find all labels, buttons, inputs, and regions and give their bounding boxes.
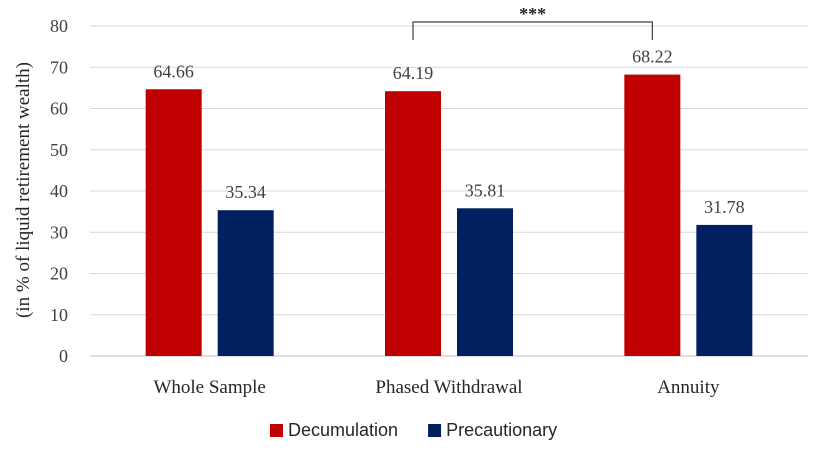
legend-label: Precautionary [446, 420, 557, 440]
y-tick-label: 0 [59, 346, 68, 366]
y-axis-ticks: 0 10 20 30 40 50 60 70 80 [50, 16, 68, 366]
data-label: 35.34 [225, 182, 266, 202]
bar-precautionary [217, 210, 274, 356]
x-category-label: Whole Sample [153, 377, 265, 398]
bar-decumulation [385, 91, 441, 356]
x-category-label: Annuity [657, 377, 720, 398]
y-axis-title: (in % of liquid retirement wealth) [13, 62, 34, 318]
data-label: 64.66 [153, 61, 194, 81]
bar-precautionary [457, 208, 513, 356]
legend-swatch [270, 424, 283, 437]
significance-label: *** [519, 4, 546, 24]
bar-decumulation [624, 74, 681, 356]
data-label: 64.19 [393, 63, 434, 83]
data-labels: 64.66 35.34 64.19 35.81 68.22 31.78 [153, 47, 744, 217]
category-labels: Whole Sample Phased Withdrawal Annuity [153, 377, 720, 398]
bar-decumulation [145, 89, 202, 356]
y-tick-label: 40 [50, 181, 68, 201]
data-label: 35.81 [465, 180, 506, 200]
bracket-line [412, 21, 653, 40]
y-tick-label: 20 [50, 264, 68, 284]
legend: Decumulation Precautionary [270, 420, 557, 440]
significance-bracket: *** [412, 4, 653, 40]
y-tick-label: 60 [50, 99, 68, 119]
y-tick-label: 10 [50, 305, 68, 325]
bar-precautionary [696, 224, 753, 356]
gridlines [90, 25, 808, 357]
bars [145, 74, 753, 356]
data-label: 68.22 [632, 47, 673, 67]
y-tick-label: 50 [50, 140, 68, 160]
y-tick-label: 70 [50, 57, 68, 77]
y-tick-label: 30 [50, 222, 68, 242]
legend-label: Decumulation [288, 420, 398, 440]
x-category-label: Phased Withdrawal [375, 377, 522, 398]
y-tick-label: 80 [50, 16, 68, 36]
legend-swatch [428, 424, 442, 437]
data-label: 31.78 [704, 197, 745, 217]
